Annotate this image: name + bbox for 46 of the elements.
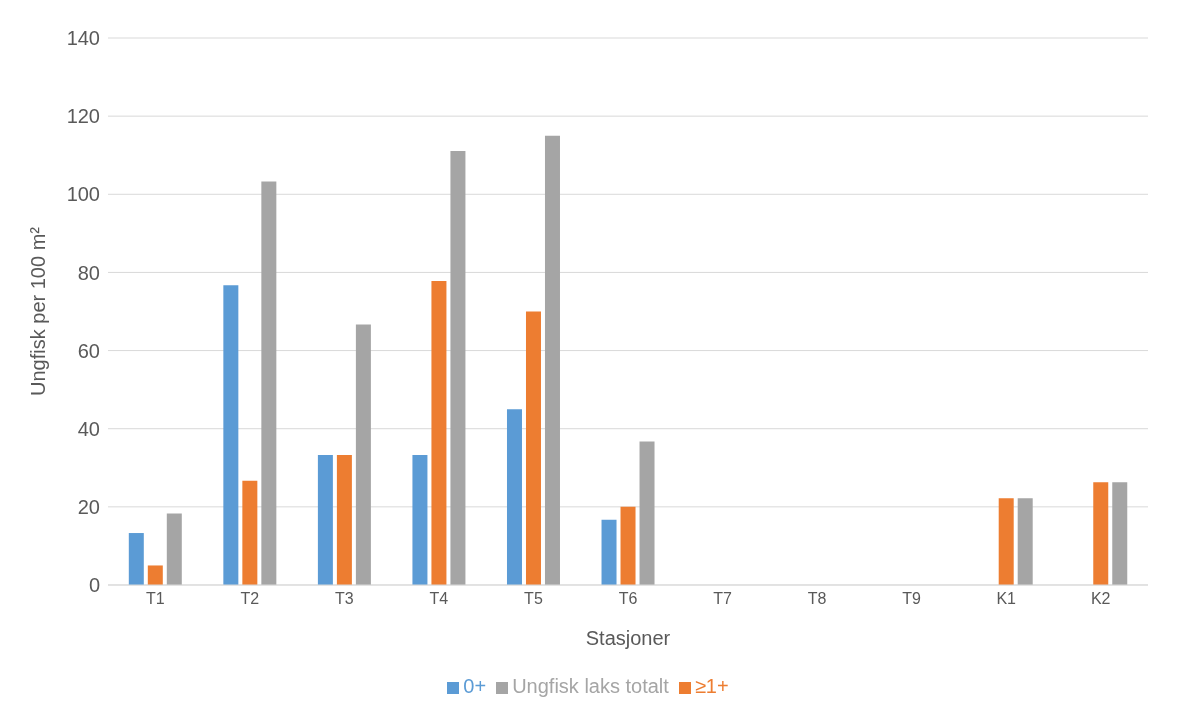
y-tick-label: 60 xyxy=(77,339,100,362)
x-tick-label: T7 xyxy=(713,590,732,608)
x-axis-title: Stasjoner xyxy=(585,627,671,649)
bar xyxy=(1112,482,1128,585)
bar xyxy=(998,498,1014,585)
x-tick-label: T5 xyxy=(524,590,543,608)
x-tick-label: T1 xyxy=(145,590,165,608)
y-tick-label: 140 xyxy=(66,27,100,50)
x-tick-label: T9 xyxy=(902,590,922,608)
x-tick-label: T3 xyxy=(335,590,354,608)
legend-label: ≥1+ xyxy=(694,675,729,697)
bar xyxy=(412,454,428,585)
bar xyxy=(1017,498,1033,585)
x-tick-label: K1 xyxy=(996,590,1017,608)
y-tick-label: 80 xyxy=(77,261,100,284)
bar xyxy=(166,513,182,585)
bar xyxy=(336,454,352,585)
bar xyxy=(431,281,447,585)
bar xyxy=(128,533,144,585)
legend-label: Ungfisk laks totalt xyxy=(512,675,669,697)
bar xyxy=(506,409,522,585)
bar xyxy=(544,135,560,585)
y-axis-title: Ungfisk per 100 m² xyxy=(27,226,50,396)
x-tick-label: T6 xyxy=(618,590,638,608)
bar xyxy=(242,480,258,585)
y-tick-label: 20 xyxy=(77,495,100,518)
y-tick-label: 0 xyxy=(88,574,100,597)
bar xyxy=(620,506,636,585)
bar xyxy=(223,285,239,585)
x-tick-label: T8 xyxy=(807,590,827,608)
bar xyxy=(1093,482,1109,585)
bar xyxy=(639,441,655,585)
y-tick-label: 100 xyxy=(66,183,100,206)
x-tick-label: K2 xyxy=(1090,590,1111,608)
y-tick-label: 40 xyxy=(77,417,100,440)
bar xyxy=(525,311,541,585)
legend-label: 0+ xyxy=(463,675,487,697)
bar xyxy=(355,324,371,585)
bar xyxy=(317,454,333,585)
y-tick-label: 120 xyxy=(66,105,100,128)
bar xyxy=(450,150,466,585)
bar xyxy=(601,519,617,585)
bar xyxy=(147,565,163,585)
x-tick-label: T2 xyxy=(240,590,260,608)
bar xyxy=(261,181,277,585)
x-tick-label: T4 xyxy=(429,590,449,608)
